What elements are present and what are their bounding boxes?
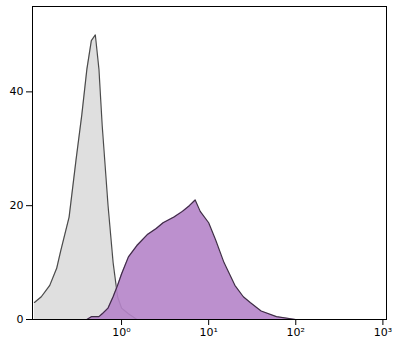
svg-text:20: 20 xyxy=(10,199,24,212)
svg-text:0: 0 xyxy=(17,313,24,326)
svg-text:10³: 10³ xyxy=(374,326,392,339)
svg-text:40: 40 xyxy=(10,85,24,98)
svg-text:10²: 10² xyxy=(287,326,305,339)
svg-text:10⁰: 10⁰ xyxy=(112,326,131,339)
svg-text:10¹: 10¹ xyxy=(199,326,217,339)
